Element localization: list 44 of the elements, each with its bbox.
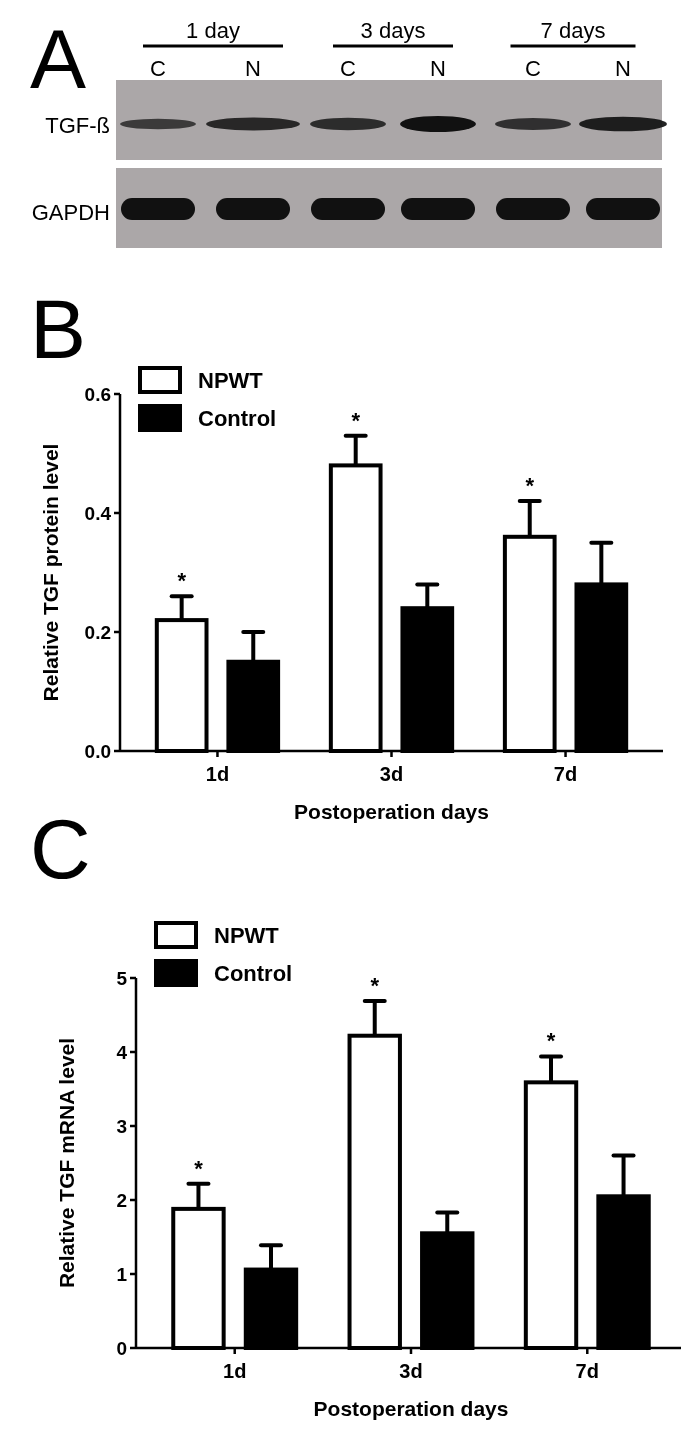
x-tick-label: 3d	[399, 1360, 423, 1382]
text: 3 days	[360, 18, 426, 43]
text: 1 day	[186, 18, 240, 43]
legend-label: Control	[214, 960, 293, 986]
chart-title: C	[30, 802, 91, 896]
x-tick-label: 7d	[553, 763, 578, 785]
y-tick-label: 3	[116, 1115, 127, 1137]
legend-label: Control	[198, 405, 277, 431]
annotation: *	[370, 972, 380, 998]
legend-label: NPWT	[198, 367, 264, 393]
chart-title: B	[30, 282, 87, 376]
y-tick-label: 1	[116, 1263, 128, 1285]
text: N	[615, 56, 631, 81]
annotation: *	[177, 568, 187, 594]
text: C	[150, 56, 167, 81]
y-axis-title: Relative TGF mRNA level	[55, 1037, 78, 1289]
x-axis-title: Postoperation days	[313, 1397, 509, 1420]
text: 7 days	[540, 18, 606, 43]
y-tick-label: 0	[116, 1337, 127, 1359]
legend-label: NPWT	[214, 922, 280, 948]
x-tick-label: 1d	[205, 763, 230, 785]
text: GAPDH	[31, 200, 110, 225]
annotation: *	[525, 473, 535, 499]
y-tick-label: 4	[116, 1041, 128, 1063]
y-tick-label: 0.0	[84, 740, 111, 762]
x-tick-label: 7d	[575, 1360, 599, 1382]
text: A	[30, 12, 87, 106]
y-tick-label: 0.2	[84, 621, 111, 643]
y-tick-label: 2	[116, 1189, 127, 1211]
text: N	[430, 56, 446, 81]
text: TGF-ß	[45, 113, 110, 138]
text: C	[340, 56, 357, 81]
annotation: *	[351, 407, 361, 433]
x-tick-label: 3d	[379, 763, 404, 785]
x-tick-label: 1d	[223, 1360, 247, 1382]
y-tick-label: 0.4	[84, 502, 112, 524]
annotation: *	[546, 1028, 556, 1054]
y-tick-label: 0.6	[84, 383, 111, 405]
annotation: *	[194, 1155, 204, 1181]
text: C	[525, 56, 542, 81]
x-axis-title: Postoperation days	[294, 800, 489, 823]
y-axis-title: Relative TGF protein level	[39, 443, 62, 702]
y-tick-label: 5	[116, 967, 128, 989]
text: N	[245, 56, 261, 81]
